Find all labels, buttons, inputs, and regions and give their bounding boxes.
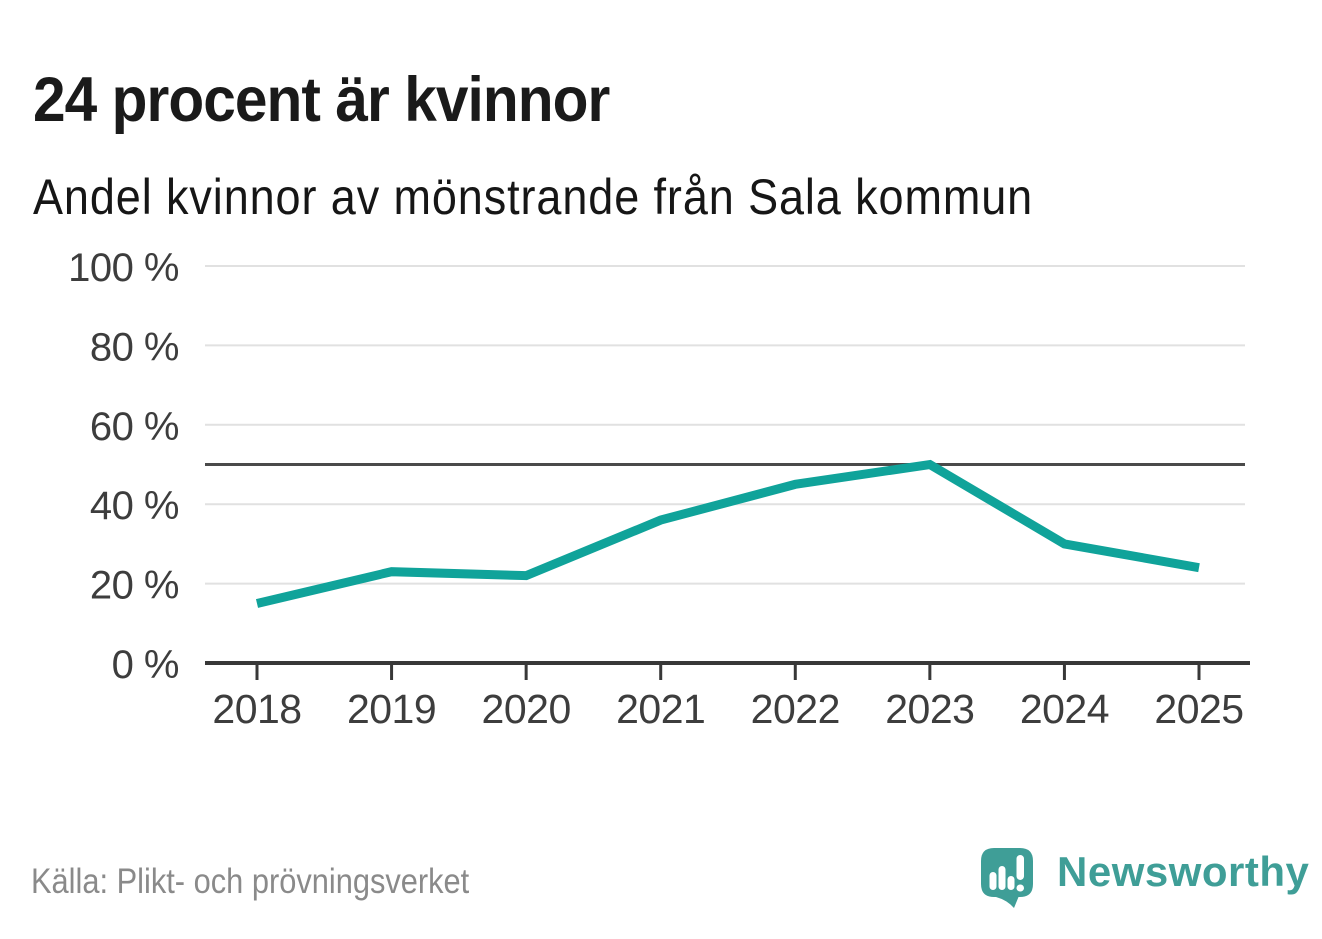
- x-tick-label: 2023: [885, 686, 974, 732]
- x-tick-label: 2024: [1020, 686, 1109, 732]
- y-tick-label: 0 %: [112, 643, 179, 687]
- y-tick-label: 100 %: [68, 246, 179, 290]
- x-tick-label: 2022: [751, 686, 840, 732]
- bar-2: [998, 866, 1006, 890]
- exclamation-dot: [1016, 884, 1024, 892]
- chart-subtitle: Andel kvinnor av mönstrande från Sala ko…: [33, 169, 1034, 225]
- speech-bubble-chart-icon: [981, 848, 1033, 908]
- bar-1: [989, 872, 997, 890]
- x-tick-label: 2019: [347, 686, 436, 732]
- data-line: [255, 459, 1200, 608]
- bar-3: [1007, 876, 1015, 890]
- x-tick-label: 2018: [212, 686, 301, 732]
- y-tick-label: 20 %: [90, 564, 179, 608]
- bubble-shape: [981, 848, 1033, 908]
- source-note: Källa: Plikt- och prövningsverket: [31, 862, 470, 901]
- chart-title: 24 procent är kvinnor: [33, 65, 610, 136]
- y-tick-label: 40 %: [90, 484, 179, 528]
- x-tick-label: 2020: [482, 686, 571, 732]
- newsworthy-wordmark: Newsworthy: [1057, 848, 1310, 895]
- y-tick-label: 80 %: [90, 325, 179, 369]
- x-tick-label: 2021: [616, 686, 705, 732]
- x-tick-label: 2025: [1154, 686, 1243, 732]
- y-tick-label: 60 %: [90, 405, 179, 449]
- exclamation-bar: [1016, 855, 1024, 880]
- newsworthy-logo: Newsworthy: [981, 848, 1309, 910]
